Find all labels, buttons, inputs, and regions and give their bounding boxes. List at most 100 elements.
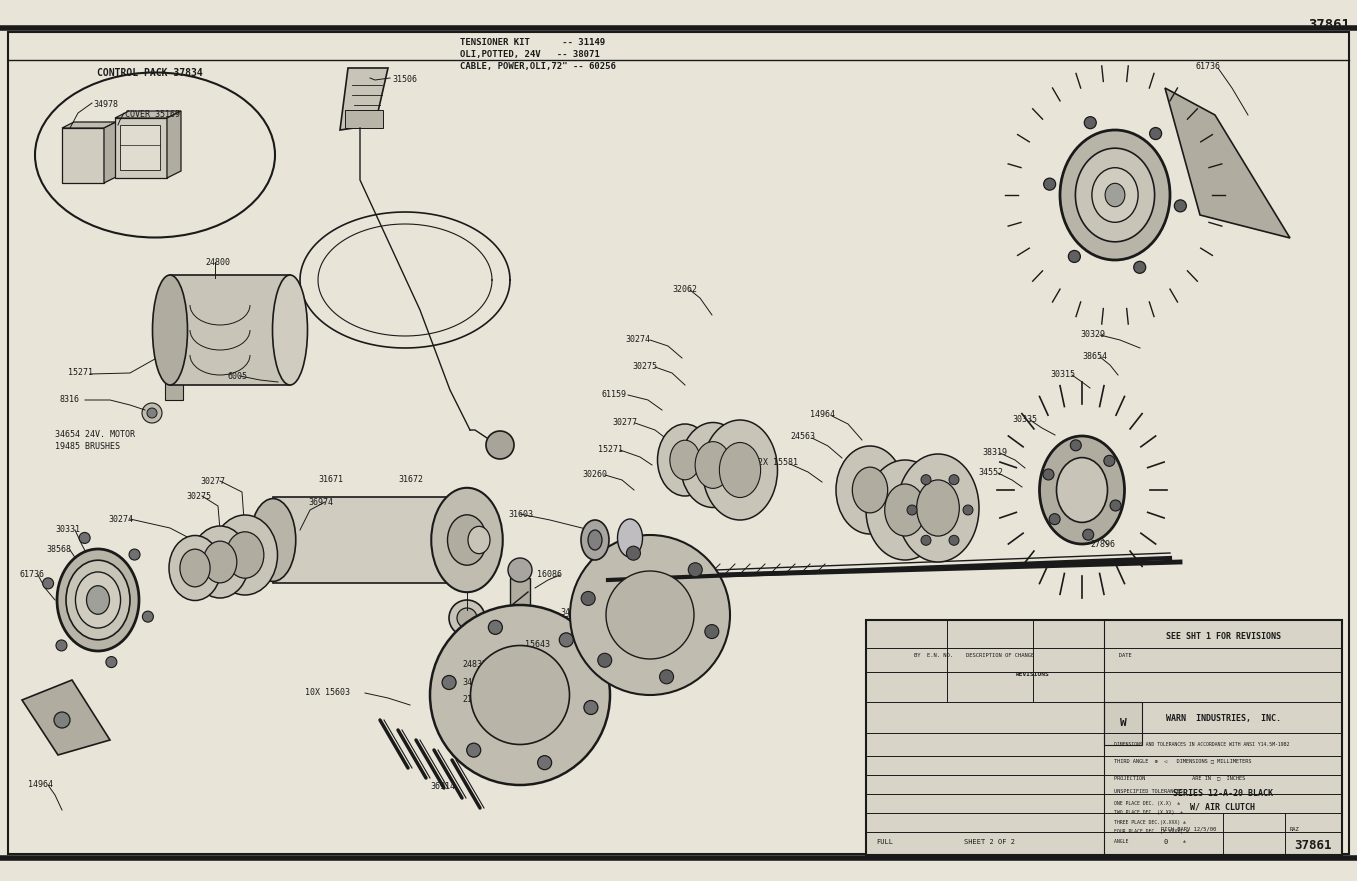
- Text: 10X 15603: 10X 15603: [305, 688, 350, 697]
- Text: FULL: FULL: [877, 839, 893, 845]
- Text: 30329: 30329: [1080, 330, 1105, 339]
- Ellipse shape: [695, 441, 731, 488]
- Circle shape: [1133, 262, 1145, 273]
- Bar: [1105, 702, 1143, 744]
- Ellipse shape: [227, 532, 263, 578]
- Text: 38319: 38319: [982, 448, 1007, 457]
- Circle shape: [1049, 514, 1060, 525]
- Text: REVISIONS: REVISIONS: [1016, 671, 1049, 677]
- Text: OLI,POTTED, 24V   -- 38071: OLI,POTTED, 24V -- 38071: [460, 50, 600, 59]
- Text: 19485 BRUSHES: 19485 BRUSHES: [56, 442, 119, 451]
- Text: 21009: 21009: [461, 695, 487, 704]
- Text: CABLE, POWER,OLI,72" -- 60256: CABLE, POWER,OLI,72" -- 60256: [460, 62, 616, 71]
- Circle shape: [147, 408, 157, 418]
- Circle shape: [627, 546, 641, 560]
- Text: THIRD ANGLE  ⊕  ◁   DIMENSIONS □ MILLIMETERS: THIRD ANGLE ⊕ ◁ DIMENSIONS □ MILLIMETERS: [1114, 759, 1251, 764]
- Text: 30274: 30274: [109, 515, 133, 524]
- Ellipse shape: [1105, 183, 1125, 207]
- Ellipse shape: [866, 460, 944, 560]
- Ellipse shape: [719, 442, 761, 498]
- Circle shape: [537, 756, 552, 770]
- Polygon shape: [167, 111, 180, 178]
- Polygon shape: [22, 680, 110, 755]
- Text: 15271: 15271: [598, 445, 623, 454]
- Circle shape: [449, 600, 484, 636]
- Text: 16086: 16086: [537, 570, 562, 579]
- Circle shape: [54, 712, 71, 728]
- Bar: [119, 125, 160, 170]
- Ellipse shape: [432, 488, 502, 592]
- Bar: [510, 578, 531, 605]
- Text: WARN  INDUSTRIES,  INC.: WARN INDUSTRIES, INC.: [1166, 714, 1281, 723]
- Text: 30275: 30275: [186, 492, 210, 501]
- Circle shape: [1084, 116, 1096, 129]
- Text: W: W: [1120, 718, 1126, 729]
- Text: 34837: 34837: [560, 608, 585, 617]
- Ellipse shape: [1060, 130, 1170, 260]
- Ellipse shape: [76, 572, 121, 628]
- Circle shape: [963, 505, 973, 515]
- Circle shape: [1071, 440, 1082, 451]
- Text: 30277: 30277: [612, 418, 636, 427]
- Circle shape: [1174, 200, 1186, 211]
- Text: 38568: 38568: [46, 545, 71, 554]
- Circle shape: [1149, 128, 1162, 139]
- Circle shape: [688, 563, 703, 577]
- Text: RICH BARV 12/5/00: RICH BARV 12/5/00: [1162, 826, 1216, 832]
- Ellipse shape: [87, 586, 110, 614]
- Circle shape: [430, 605, 611, 785]
- Circle shape: [1103, 455, 1115, 466]
- Circle shape: [1068, 250, 1080, 263]
- Ellipse shape: [670, 440, 700, 480]
- Text: SEE SHT 1 FOR REVISIONS: SEE SHT 1 FOR REVISIONS: [1166, 632, 1281, 640]
- Text: 30260: 30260: [582, 470, 607, 479]
- Text: 37861: 37861: [1295, 839, 1333, 852]
- Circle shape: [142, 403, 161, 423]
- Text: COVER 35169: COVER 35169: [125, 110, 180, 119]
- Text: 27896: 27896: [1090, 540, 1115, 549]
- Text: 31506: 31506: [392, 75, 417, 84]
- Text: 31256: 31256: [455, 560, 480, 569]
- Text: 36974: 36974: [308, 498, 332, 507]
- Circle shape: [442, 676, 456, 690]
- Text: 30315: 30315: [1050, 370, 1075, 379]
- Text: 30277: 30277: [199, 477, 225, 486]
- Circle shape: [106, 656, 117, 668]
- Ellipse shape: [581, 520, 609, 560]
- Text: 8316: 8316: [60, 395, 80, 404]
- Text: 24832: 24832: [461, 660, 487, 669]
- Ellipse shape: [885, 484, 925, 536]
- Circle shape: [129, 549, 140, 560]
- Circle shape: [906, 505, 917, 515]
- Text: 32062: 32062: [672, 285, 697, 294]
- Text: 61736: 61736: [20, 570, 45, 579]
- Text: ANGLE                   ±: ANGLE ±: [1114, 839, 1186, 843]
- Ellipse shape: [273, 275, 308, 385]
- Bar: [170, 275, 290, 385]
- Bar: [459, 630, 476, 645]
- Circle shape: [1110, 500, 1121, 511]
- Polygon shape: [104, 122, 115, 183]
- Text: PROJECTION               ARE IN  □  INCHES: PROJECTION ARE IN □ INCHES: [1114, 775, 1244, 780]
- Text: 15643: 15643: [525, 640, 550, 649]
- Text: 14964: 14964: [28, 780, 53, 789]
- Text: 61736: 61736: [1196, 62, 1220, 71]
- Circle shape: [597, 653, 612, 667]
- Text: 6005: 6005: [228, 372, 248, 381]
- Circle shape: [1044, 178, 1056, 190]
- Text: 30335: 30335: [1012, 415, 1037, 424]
- Circle shape: [142, 611, 153, 622]
- Circle shape: [949, 536, 959, 545]
- Ellipse shape: [204, 541, 237, 583]
- Ellipse shape: [448, 515, 487, 566]
- Text: SERIES 12-A-20 BLACK
W/ AIR CLUTCH: SERIES 12-A-20 BLACK W/ AIR CLUTCH: [1172, 789, 1273, 811]
- Circle shape: [570, 535, 730, 695]
- Text: 31603: 31603: [508, 510, 533, 519]
- Circle shape: [660, 670, 673, 684]
- Text: 0: 0: [1164, 839, 1168, 845]
- Polygon shape: [341, 68, 388, 130]
- Ellipse shape: [617, 519, 642, 557]
- Text: 37861: 37861: [1308, 18, 1350, 32]
- Circle shape: [493, 438, 508, 452]
- Text: TWO PLACE DEC. (X.XX)  ±: TWO PLACE DEC. (X.XX) ±: [1114, 811, 1182, 815]
